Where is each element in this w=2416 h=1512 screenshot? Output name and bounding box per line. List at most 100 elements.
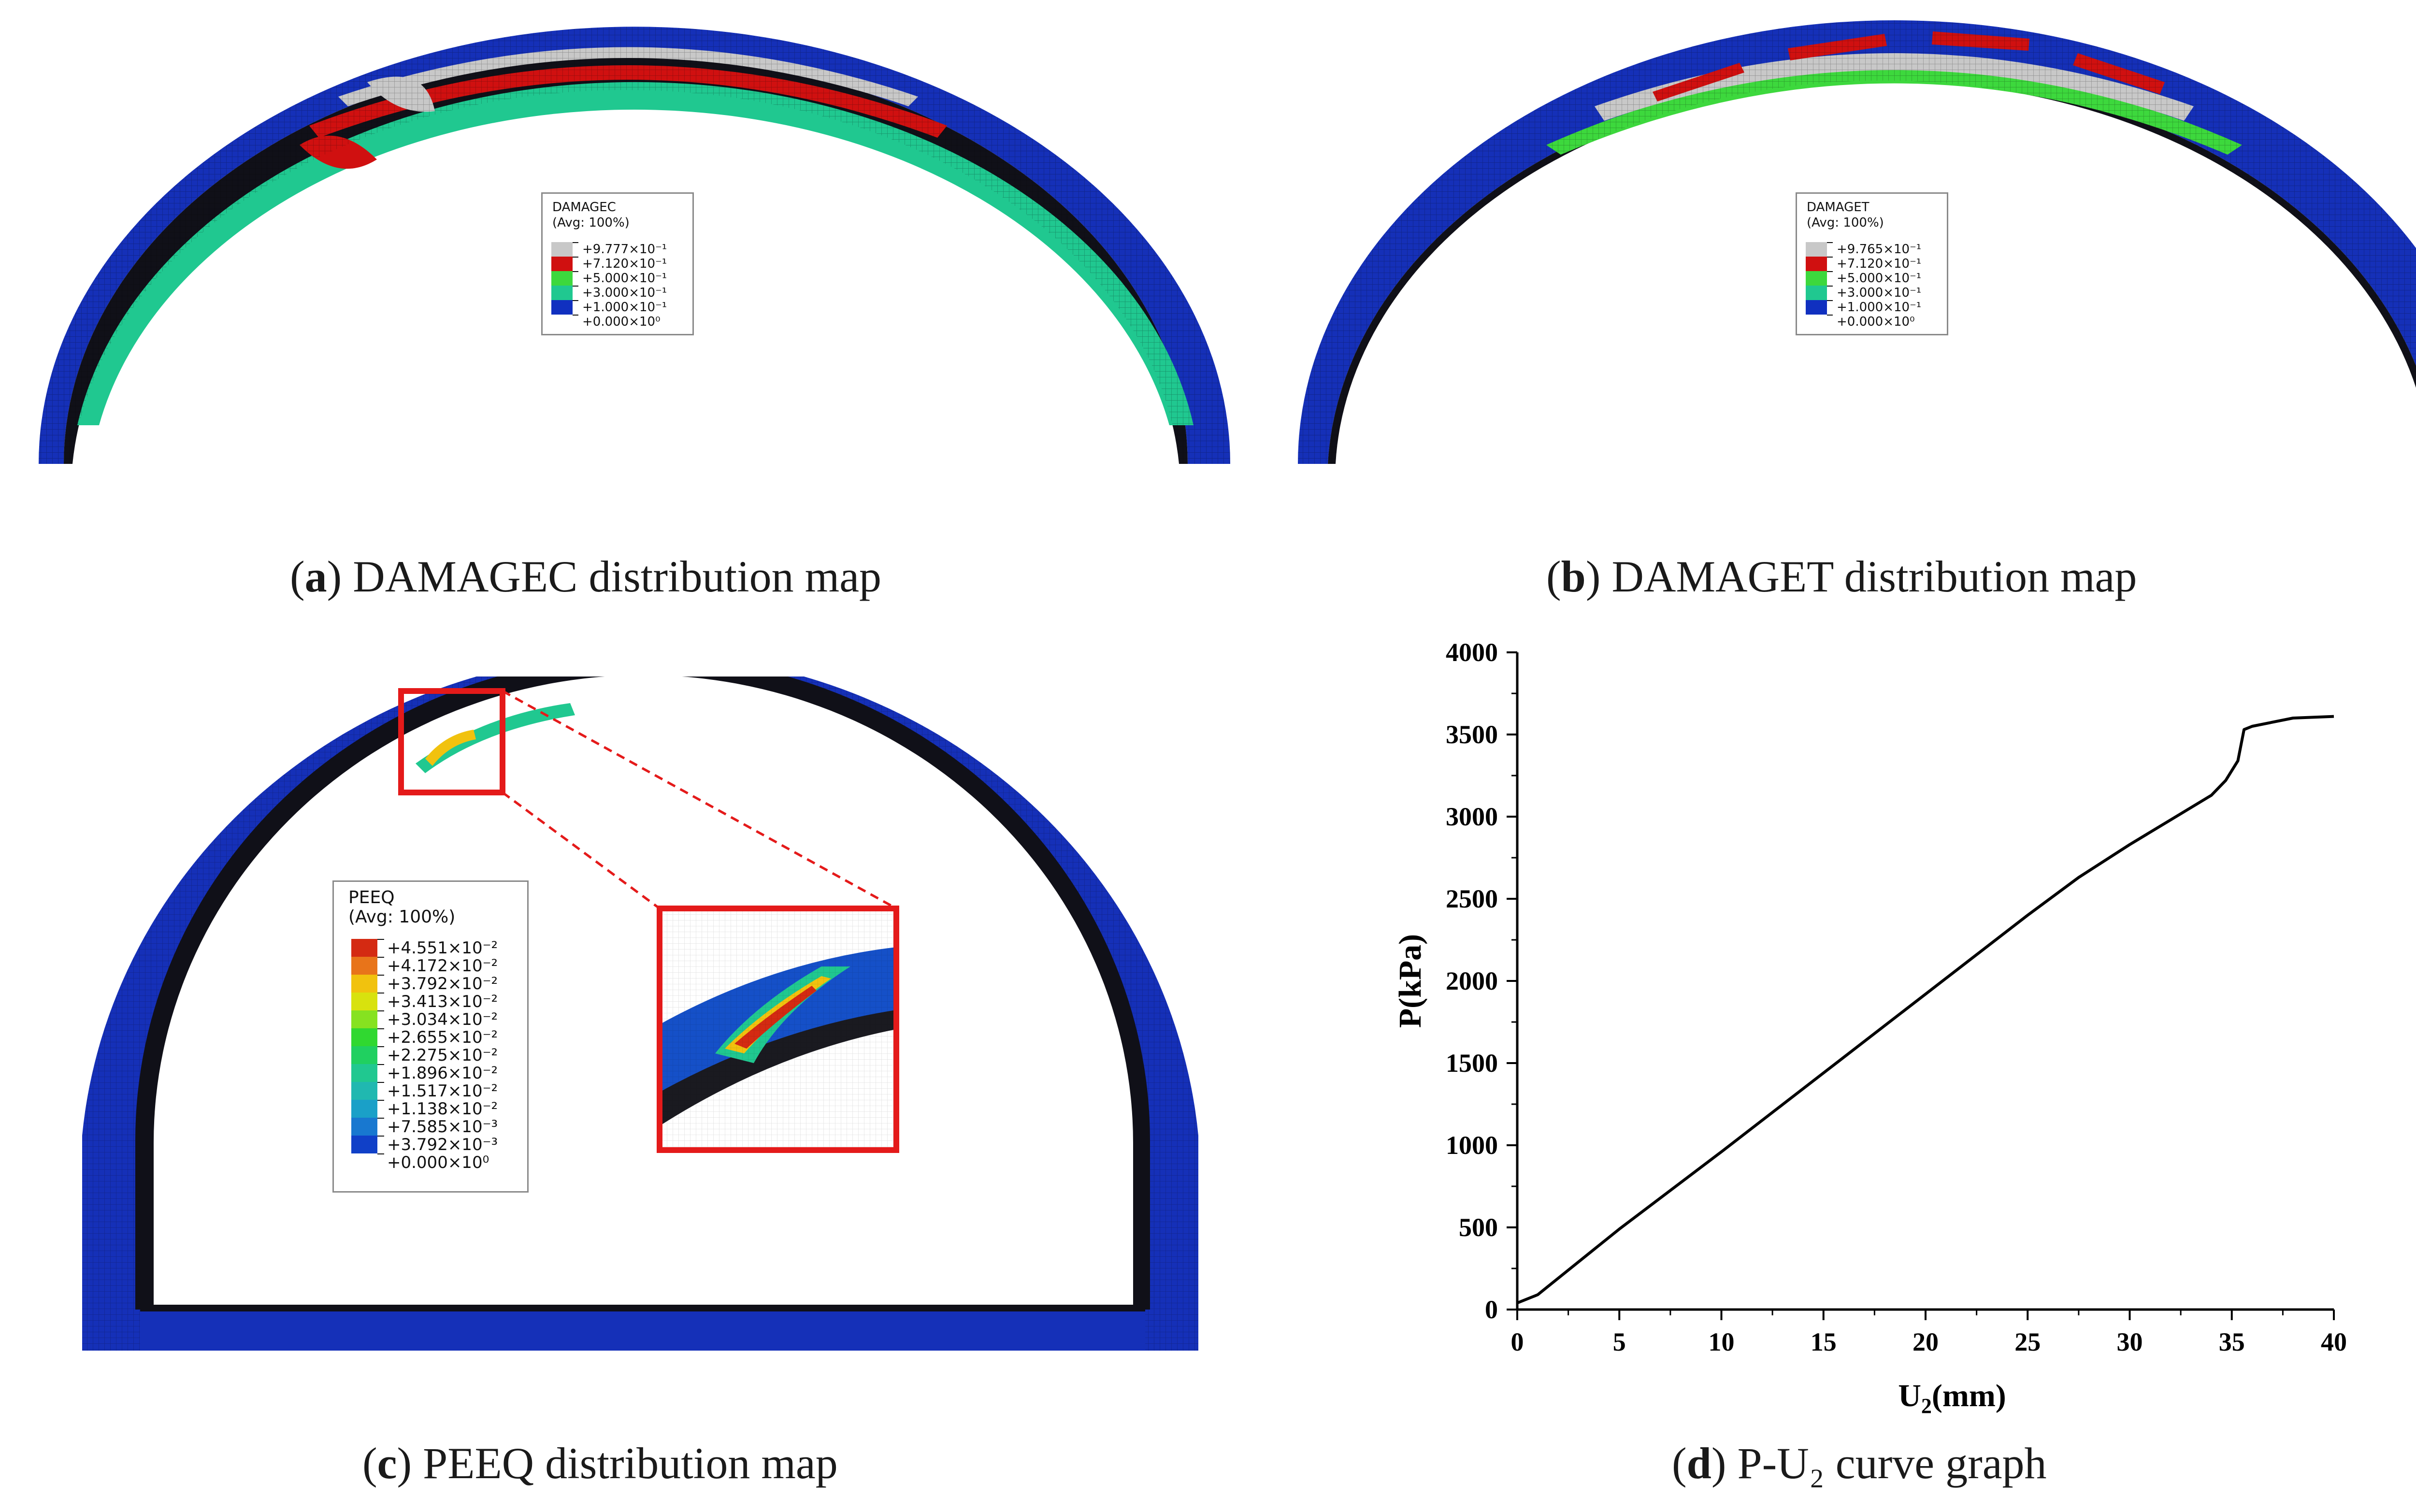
caption-d-letter: d [1686,1439,1711,1488]
legend-row: +3.792×10⁻³ [334,1136,527,1153]
y-tick-label: 2000 [1446,966,1498,995]
legend-row: +1.000×10⁻¹ [1797,300,1947,315]
legend-row: +9.777×10⁻¹ [543,242,692,257]
series-line-p-u2 [1516,715,2334,1305]
legend-row: +0.000×10⁰ [334,1153,527,1171]
zoom-inset [657,906,899,1153]
caption-b: (b) DAMAGET distribution map [1546,552,2137,601]
legend-label: +7.585×10⁻³ [387,1117,498,1137]
legend-row: +3.034×10⁻² [334,1010,527,1028]
legend-subtitle: (Avg: 100%) [348,907,456,927]
legend-label: +2.275×10⁻² [387,1046,498,1065]
x-axis-label: U2(mm) [1898,1378,2006,1418]
legend-row: +0.000×10⁰ [543,315,692,329]
legend-row: +4.551×10⁻² [334,939,527,957]
legend-label: +3.000×10⁻¹ [1837,286,1922,300]
legend-row: +5.000×10⁻¹ [1797,271,1947,286]
x-tick-label: 10 [1709,1327,1735,1356]
x-tick-label: 5 [1613,1327,1626,1356]
legend-label: +9.777×10⁻¹ [582,242,667,257]
legend-row: +2.275×10⁻² [334,1046,527,1064]
chart-ticks: 0 5 10 15 20 25 30 35 40 0 500 1000 1500 2000 2500 3000… [1446,638,2347,1356]
x-tick-label: 15 [1811,1327,1837,1356]
legend-label: +1.517×10⁻² [387,1081,498,1101]
legend-label: +7.120×10⁻¹ [582,257,667,271]
zoom-line-top [502,690,897,910]
caption-b-letter: b [1561,552,1586,601]
y-tick-label: 1500 [1446,1049,1498,1078]
x-tick-label: 25 [2014,1327,2041,1356]
legend-row: +5.000×10⁻¹ [543,271,692,286]
caption-c: (c) PEEQ distribution map [362,1439,838,1488]
x-tick-label: 35 [2219,1327,2245,1356]
legend-row: +3.413×10⁻² [334,993,527,1010]
y-tick-label: 3000 [1446,802,1498,831]
y-axis-label: P(kPa) [1393,934,1428,1028]
legend-label: +0.000×10⁰ [582,315,661,329]
legend-label: +0.000×10⁰ [387,1153,489,1172]
legend-row: +2.655×10⁻² [334,1028,527,1046]
legend-row: +9.765×10⁻¹ [1797,242,1947,257]
legend-label: +3.413×10⁻² [387,992,498,1011]
legend-label: +1.138×10⁻² [387,1099,498,1119]
x-tick-label: 20 [1913,1327,1939,1356]
legend-title: DAMAGEC [552,200,616,215]
legend-row: +0.000×10⁰ [1797,315,1947,329]
legend-row: +3.000×10⁻¹ [1797,286,1947,300]
x-tick-label: 30 [2117,1327,2143,1356]
caption-a-text: DAMAGEC distribution map [342,552,882,601]
zoom-box [657,906,899,1153]
legend-label: +5.000×10⁻¹ [1837,271,1922,286]
legend-label: +3.792×10⁻³ [387,1135,498,1154]
legend-label: +2.655×10⁻² [387,1028,498,1047]
legend-row: +7.120×10⁻¹ [543,257,692,271]
p-u2-chart: 0 5 10 15 20 25 30 35 40 0 500 1000 1500 2000 2500 3000… [1393,638,2347,1418]
caption-b-text: DAMAGET distribution map [1600,552,2137,601]
y-tick-label: 0 [1485,1295,1498,1324]
legend-label: +4.172×10⁻² [387,956,498,976]
legend-row: +1.896×10⁻² [334,1064,527,1082]
legend-label: +3.792×10⁻² [387,974,498,994]
caption-c-letter: c [377,1439,397,1488]
chart-axes [1516,652,2334,1311]
legend-label: +3.000×10⁻¹ [582,286,667,300]
legend-label: +1.000×10⁻¹ [1837,300,1922,315]
legend-damagec: DAMAGEC (Avg: 100%) +9.777×10⁻¹ +7.120×1… [541,192,694,335]
legend-label: +4.551×10⁻² [387,938,498,958]
legend-label: +0.000×10⁰ [1837,315,1915,329]
legend-row: +1.517×10⁻² [334,1082,527,1100]
legend-title: PEEQ [348,888,395,907]
legend-row: +3.000×10⁻¹ [543,286,692,300]
y-tick-label: 4000 [1446,638,1498,667]
legend-row: +7.585×10⁻³ [334,1118,527,1136]
zoom-line-bottom [502,791,661,910]
caption-a-letter: a [304,552,327,601]
caption-c-text: PEEQ distribution map [412,1439,838,1488]
caption-d-text: P-U₂ curve graph [1726,1439,2047,1488]
legend-row: +1.000×10⁻¹ [543,300,692,315]
tunnel-plastic-zone [416,703,575,773]
legend-row: +7.120×10⁻¹ [1797,257,1947,271]
legend-label: +9.765×10⁻¹ [1837,242,1922,257]
panel-a-arch-figure [39,27,1230,464]
panel-c-tunnel-figure [82,677,1198,1351]
legend-title: DAMAGET [1807,200,1870,215]
legend-subtitle: (Avg: 100%) [1807,216,1884,230]
caption-a: (a) DAMAGEC distribution map [290,552,882,601]
legend-label: +1.000×10⁻¹ [582,300,667,315]
legend-label: +5.000×10⁻¹ [582,271,667,286]
legend-peeq: PEEQ (Avg: 100%) +4.551×10⁻² +4.172×10⁻²… [332,880,529,1193]
legend-label: +3.034×10⁻² [387,1010,498,1029]
highlight-box [398,688,505,795]
panel-b-arch-figure [1298,20,2416,464]
legend-row: +1.138×10⁻² [334,1100,527,1118]
x-tick-label: 40 [2321,1327,2347,1356]
y-tick-label: 500 [1459,1213,1498,1242]
legend-subtitle: (Avg: 100%) [552,216,630,230]
y-tick-label: 2500 [1446,884,1498,913]
legend-label: +7.120×10⁻¹ [1837,257,1922,271]
x-tick-label: 0 [1511,1327,1524,1356]
y-tick-label: 3500 [1446,720,1498,749]
y-tick-label: 1000 [1446,1131,1498,1160]
legend-row: +3.792×10⁻² [334,975,527,993]
